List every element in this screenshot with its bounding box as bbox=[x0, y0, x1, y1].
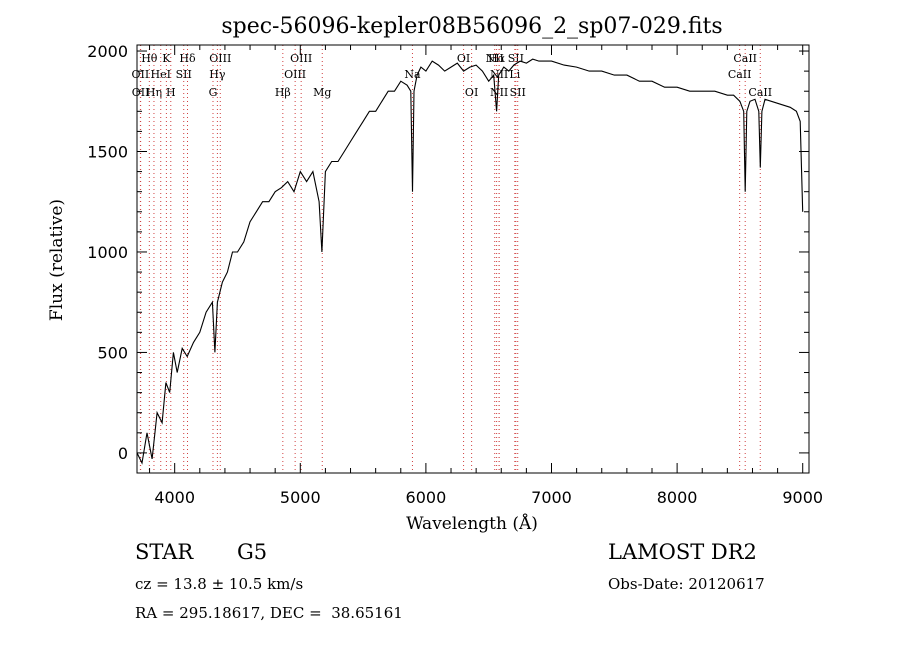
spectral-line-label: OIII bbox=[284, 68, 306, 81]
spectral-line-label: H bbox=[166, 86, 176, 99]
spectral-line-label: Mg bbox=[313, 86, 331, 99]
spectral-line-label: NII bbox=[490, 86, 508, 99]
y-tick-label: 1000 bbox=[87, 243, 128, 262]
spectral-line-label: K bbox=[162, 52, 171, 65]
redshift-cz: cz = 13.8 ± 10.5 km/s bbox=[135, 575, 304, 593]
spectral-line-label: G bbox=[209, 86, 218, 99]
observation-date: Obs-Date: 20120617 bbox=[608, 575, 765, 593]
spectral-line-label: CaII bbox=[733, 52, 757, 65]
y-tick-label: 2000 bbox=[87, 42, 128, 61]
x-axis-label: Wavelength (Å) bbox=[406, 513, 538, 534]
spectral-line-label: CaII bbox=[728, 68, 752, 81]
spectral-line-label: Na bbox=[404, 68, 421, 81]
spectral-line-label: Hη bbox=[146, 86, 162, 99]
x-tick-label: 4000 bbox=[154, 488, 195, 507]
y-tick-label: 0 bbox=[118, 444, 128, 463]
spectral-line-label: CaII bbox=[748, 86, 772, 99]
x-tick-label: 7000 bbox=[531, 488, 572, 507]
spectral-line-label: Hα bbox=[488, 52, 506, 65]
y-axis-label: Flux (relative) bbox=[47, 199, 67, 321]
spectrum-layer bbox=[137, 58, 804, 465]
spectral-line-label: OIII bbox=[290, 52, 312, 65]
spectral-line-label: OIII bbox=[209, 52, 231, 65]
object-subclass: G5 bbox=[237, 540, 268, 564]
x-tick-label: 8000 bbox=[657, 488, 698, 507]
chart-title: spec-56096-kepler08B56096_2_sp07-029.fit… bbox=[221, 14, 722, 39]
coordinates: RA = 295.18617, DEC = 38.65161 bbox=[135, 604, 403, 622]
spectral-line-label: SII bbox=[510, 86, 526, 99]
plot-frame bbox=[136, 44, 810, 474]
object-class: STAR bbox=[135, 540, 194, 564]
spectrum-series-line bbox=[137, 58, 804, 465]
spectral-line-label: Hβ bbox=[275, 86, 291, 99]
spectral-line-label: SII bbox=[508, 52, 524, 65]
spectral-line-label: SII bbox=[176, 68, 192, 81]
spectral-line-label: Hγ bbox=[209, 68, 226, 81]
spectral-line-label: OI bbox=[457, 52, 470, 65]
spectral-line-label: Li bbox=[509, 68, 520, 81]
axis-ticks: 4000 5000 6000 7000 8000 9000 0 500 1000 1500 2000 bbox=[87, 42, 823, 507]
x-tick-label: 5000 bbox=[280, 488, 321, 507]
spectral-line-label: Hθ bbox=[141, 52, 158, 65]
spectral-line-label: HeI bbox=[151, 68, 171, 81]
y-tick-label: 500 bbox=[97, 343, 128, 362]
x-tick-label: 6000 bbox=[406, 488, 447, 507]
spectral-line-label: OI bbox=[465, 86, 478, 99]
x-tick-label: 9000 bbox=[782, 488, 823, 507]
survey-name: LAMOST DR2 bbox=[608, 540, 757, 564]
spectral-line-label: OII bbox=[132, 68, 150, 81]
spectral-line-label: Hδ bbox=[179, 52, 196, 65]
y-tick-label: 1500 bbox=[87, 142, 128, 161]
spectral-line-label: OII bbox=[132, 86, 150, 99]
